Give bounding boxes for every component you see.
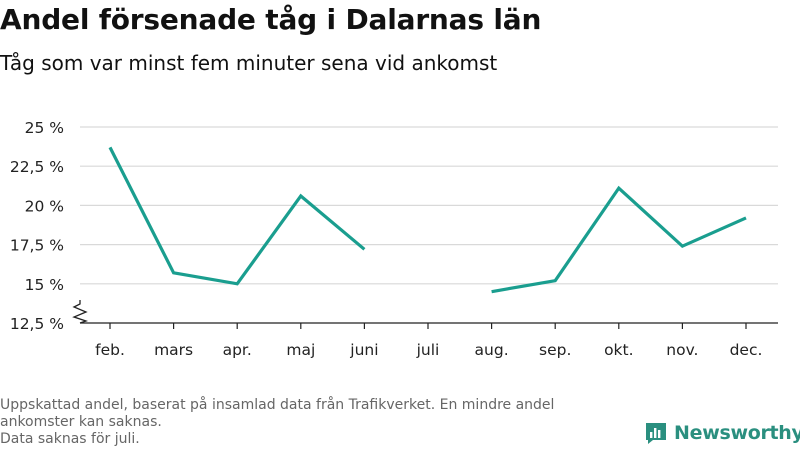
x-tick-label: dec. xyxy=(730,341,763,359)
x-tick-label: aug. xyxy=(475,341,509,359)
axis-break-icon xyxy=(72,300,89,324)
x-tick-label: nov. xyxy=(666,341,698,359)
footnote-missing-data: Data saknas för juli. xyxy=(0,431,140,447)
newsworthy-logo: Newsworthy xyxy=(644,420,800,446)
chart-title: Andel försenade tåg i Dalarnas län xyxy=(0,3,542,36)
x-axis xyxy=(72,300,778,329)
x-axis-tick-labels: feb. mars apr. maj juni juli aug. sep. okt. nov. d… xyxy=(95,341,762,359)
y-tick-label: 17,5 % xyxy=(10,237,64,255)
x-tick-label: feb. xyxy=(95,341,125,359)
brand-name: Newsworthy xyxy=(674,422,800,444)
series-line-segment xyxy=(491,185,747,294)
x-tick-label: apr. xyxy=(223,341,252,359)
x-tick-label: juni xyxy=(349,341,378,359)
y-tick-label: 12,5 % xyxy=(10,315,64,333)
x-tick-label: juli xyxy=(416,341,440,359)
chart-subtitle: Tåg som var minst fem minuter sena vid a… xyxy=(0,51,498,75)
y-tick-label: 15 % xyxy=(25,276,64,294)
x-tick-label: okt. xyxy=(604,341,633,359)
chart-footnote: Uppskattad andel, baserat på insamlad da… xyxy=(0,397,630,448)
y-tick-label: 25 % xyxy=(25,119,64,137)
series-lines xyxy=(108,146,747,294)
y-tick-label: 20 % xyxy=(25,197,64,215)
y-tick-label: 22,5 % xyxy=(10,158,64,176)
gridlines xyxy=(80,126,778,285)
x-tick-label: maj xyxy=(286,341,315,359)
x-tick-label: sep. xyxy=(539,341,571,359)
y-axis-tick-labels: 12,5 % 15 % 17,5 % 20 % 22,5 % 25 % xyxy=(10,119,64,333)
x-tick-label: mars xyxy=(154,341,193,359)
bar-chart-logo-icon xyxy=(646,423,666,444)
series-line-segment xyxy=(108,146,366,286)
footnote-source: Uppskattad andel, baserat på insamlad da… xyxy=(0,397,555,430)
line-chart: 12,5 % 15 % 17,5 % 20 % 22,5 % 25 % feb. mars a… xyxy=(10,119,778,359)
